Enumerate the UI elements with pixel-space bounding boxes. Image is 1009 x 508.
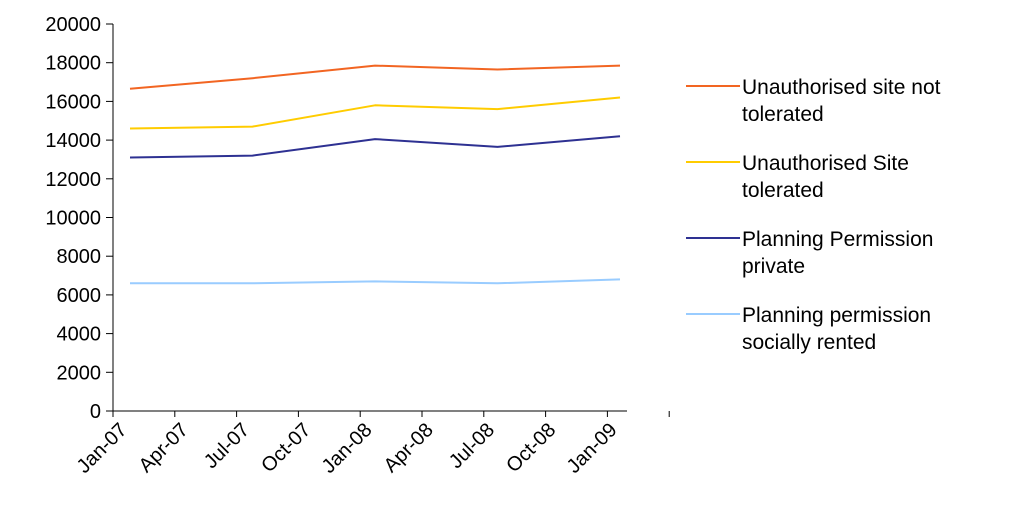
y-tick-label: 4000	[57, 324, 102, 346]
legend: Unauthorised site not tolerated Unauthoris…	[686, 76, 941, 354]
y-tick-label: 20000	[45, 14, 101, 36]
x-tick-label: Jan-09	[563, 419, 622, 478]
y-tick-label: 18000	[45, 53, 101, 75]
x-tick-label: Oct-07	[257, 419, 315, 477]
legend-label: Unauthorised Site	[742, 152, 909, 175]
series-line-2	[129, 135, 621, 159]
legend-label: tolerated	[742, 103, 824, 126]
series-line-3	[130, 278, 621, 285]
x-tick-label: Jan-07	[73, 419, 132, 478]
y-tick-label: 14000	[45, 130, 101, 152]
x-tick-label: Oct-08	[502, 419, 560, 477]
legend-label: Planning permission	[742, 304, 931, 327]
legend-label: socially rented	[742, 331, 876, 354]
y-tick-label: 8000	[57, 246, 102, 268]
y-tick-label: 2000	[57, 362, 102, 384]
y-tick-label: 10000	[45, 208, 101, 230]
legend-label: Unauthorised site not	[742, 76, 941, 99]
legend-label: tolerated	[742, 179, 824, 202]
legend-label: Planning Permission	[742, 228, 933, 251]
legend-label: private	[742, 255, 805, 278]
x-tick-label: Apr-07	[135, 419, 193, 477]
y-axis: 0 2000 4000 6000 8000 10000 12000 14000 16000 180…	[45, 14, 114, 423]
y-tick-label: 6000	[57, 285, 102, 307]
x-tick-label: Jan-08	[318, 419, 377, 478]
series-line-1	[129, 96, 621, 130]
y-tick-label: 16000	[45, 91, 101, 113]
series-lines	[129, 64, 621, 285]
y-tick-label: 0	[90, 401, 101, 423]
x-tick-label: Apr-08	[380, 419, 438, 477]
x-tick-label: Jul-07	[200, 419, 254, 473]
y-tick-label: 12000	[45, 169, 101, 191]
x-axis: Jan-07 Apr-07 Jul-07 Oct-07 Jan-08 Apr-08 Jul-…	[73, 410, 670, 478]
x-tick-label: Jul-08	[445, 419, 499, 473]
series-line-0	[129, 64, 621, 90]
